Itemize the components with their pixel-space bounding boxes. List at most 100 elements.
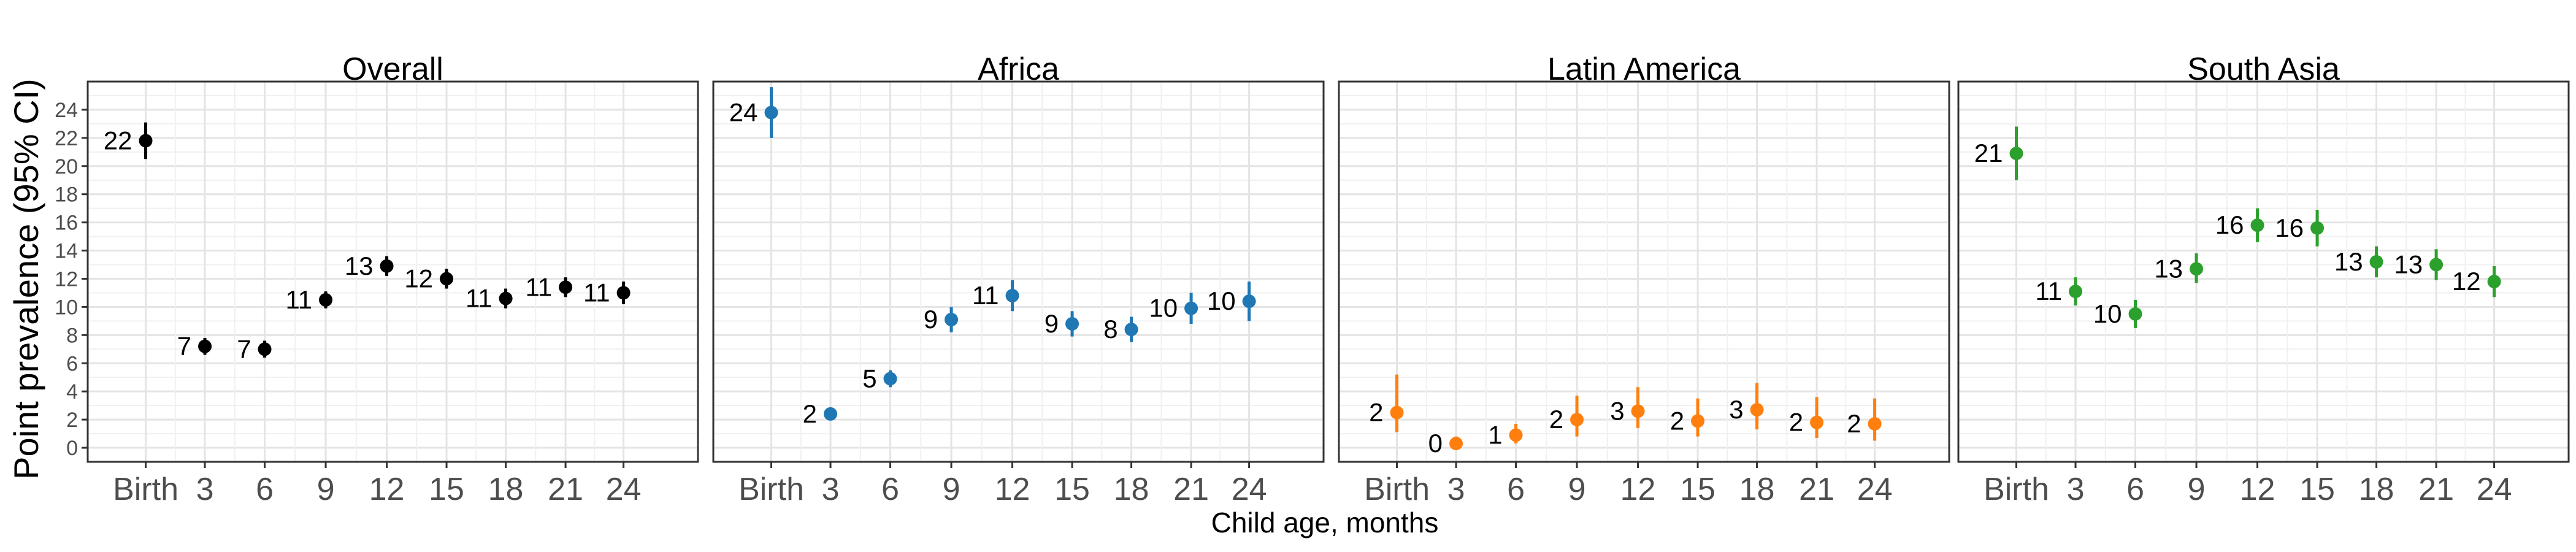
x-tick-label: 6	[2126, 472, 2144, 507]
data-label: 10	[1149, 294, 1178, 323]
x-tick-label: 15	[1054, 472, 1090, 507]
y-tick-label: 6	[66, 352, 78, 375]
x-tick-label: 6	[881, 472, 899, 507]
x-tick-label: Birth	[1984, 472, 2049, 507]
data-point	[1691, 414, 1705, 428]
x-tick-label: 15	[2299, 472, 2335, 507]
data-label: 11	[2035, 277, 2062, 305]
data-label: 24	[729, 98, 758, 127]
x-tick-label: 18	[488, 472, 524, 507]
data-point	[1065, 316, 1079, 331]
data-label: 11	[972, 281, 999, 310]
data-label: 2	[1369, 398, 1383, 427]
y-tick-label: 14	[55, 240, 78, 263]
y-tick-label: 22	[55, 127, 78, 150]
data-label: 11	[466, 284, 493, 313]
data-point	[2429, 258, 2444, 272]
x-tick-label: 9	[317, 472, 335, 507]
x-tick-label: 3	[196, 472, 214, 507]
panel-border	[1338, 80, 1950, 463]
x-tick-label: Birth	[113, 472, 178, 507]
data-label: 13	[345, 251, 374, 280]
panel-border	[712, 80, 1325, 463]
x-tick-label: 9	[943, 472, 960, 507]
data-label: 8	[1103, 315, 1117, 343]
data-label: 7	[177, 332, 191, 361]
x-tick-label: 21	[1799, 472, 1834, 507]
x-tick-label: 24	[2477, 472, 2512, 507]
x-tick-label: 21	[548, 472, 583, 507]
plot-background	[88, 82, 698, 462]
data-point	[1509, 428, 1523, 442]
data-point	[764, 105, 778, 120]
x-tick-label: 12	[2240, 472, 2275, 507]
data-label: 7	[237, 334, 251, 363]
data-label: 0	[1428, 429, 1443, 458]
data-point	[2250, 218, 2264, 232]
y-tick-label: 24	[55, 99, 78, 122]
x-tick-label: 18	[2359, 472, 2394, 507]
y-tick-label: 12	[55, 267, 78, 291]
x-tick-label: 3	[822, 472, 840, 507]
x-tick-label: 9	[1568, 472, 1586, 507]
plot-background	[1958, 82, 2569, 462]
data-point	[2487, 275, 2501, 289]
data-point	[1449, 437, 1463, 451]
data-point	[1750, 403, 1764, 417]
x-tick-label: 3	[1447, 472, 1465, 507]
x-tick-label: 6	[256, 472, 274, 507]
plot-background	[713, 82, 1324, 462]
x-tick-label: 24	[606, 472, 642, 507]
data-point	[2128, 307, 2142, 321]
data-label: 11	[525, 272, 552, 301]
data-label: 1	[1488, 420, 1502, 449]
data-point	[258, 342, 272, 356]
y-tick-label: 4	[66, 380, 78, 404]
x-tick-label: 15	[429, 472, 464, 507]
x-tick-label: 12	[995, 472, 1030, 507]
data-label: 2	[1670, 406, 1684, 435]
y-tick-label: 0	[66, 437, 78, 460]
panel-border	[86, 80, 699, 463]
data-point	[2190, 262, 2204, 276]
data-label: 2	[1789, 408, 1803, 437]
data-label: 13	[2154, 254, 2183, 283]
data-point	[1005, 289, 1019, 303]
x-tick-label: 24	[1857, 472, 1893, 507]
x-tick-label: 18	[1114, 472, 1149, 507]
data-point	[380, 259, 394, 273]
x-tick-label: 6	[1507, 472, 1525, 507]
x-tick-label: Birth	[1364, 472, 1430, 507]
data-point	[2310, 221, 2325, 235]
data-label: 10	[2093, 299, 2122, 328]
x-tick-label: 15	[1680, 472, 1715, 507]
data-layer	[2009, 126, 2501, 328]
x-tick-label: 18	[1739, 472, 1775, 507]
data-point	[440, 272, 454, 286]
data-point	[945, 313, 959, 327]
data-layer	[1390, 374, 1882, 451]
data-label: 21	[1974, 139, 2003, 167]
data-point	[1868, 417, 1882, 431]
y-tick-label: 2	[66, 408, 78, 432]
data-point	[139, 134, 153, 148]
x-tick-label: 9	[2188, 472, 2206, 507]
data-point	[1570, 413, 1584, 427]
data-label: 10	[1207, 286, 1236, 315]
data-label: 22	[104, 126, 132, 155]
x-tick-label: 12	[369, 472, 405, 507]
data-point	[616, 286, 631, 300]
data-point	[1124, 323, 1138, 337]
x-tick-label: Birth	[738, 472, 804, 507]
data-label: 16	[2215, 210, 2244, 239]
x-tick-label: 3	[2067, 472, 2085, 507]
y-tick-label: 10	[55, 296, 78, 319]
x-tick-label: 12	[1620, 472, 1656, 507]
data-point	[1184, 301, 1198, 315]
data-label: 2	[803, 399, 817, 428]
